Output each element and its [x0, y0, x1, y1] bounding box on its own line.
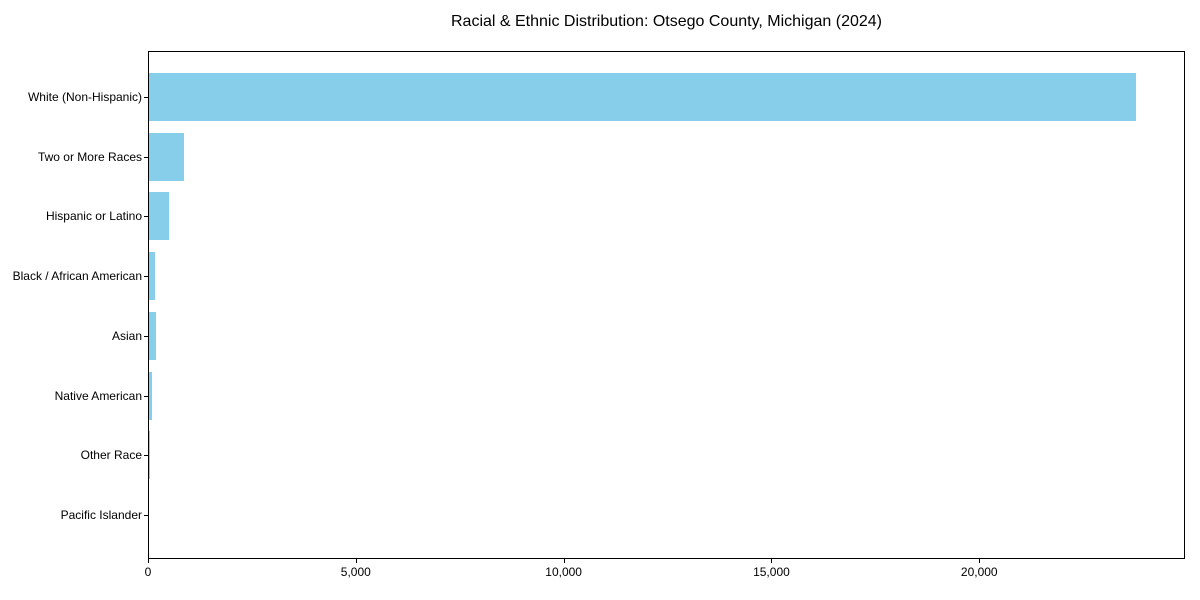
x-tick-label: 15,000 [753, 565, 790, 579]
chart-title: Racial & Ethnic Distribution: Otsego Cou… [450, 13, 882, 30]
plot-area [148, 51, 1185, 559]
bar [149, 252, 156, 301]
y-tick-mark [144, 156, 148, 158]
y-tick-label: Native American [54, 388, 142, 403]
y-tick-label: Two or More Races [37, 149, 142, 164]
y-tick-mark [144, 335, 148, 337]
y-tick-label: Black / African American [12, 269, 142, 284]
bar [149, 192, 169, 241]
y-tick-mark [144, 216, 148, 218]
x-tick-mark [771, 559, 773, 563]
bar [149, 73, 1136, 121]
y-tick-label: Other Race [80, 448, 142, 463]
y-tick-mark [144, 97, 148, 98]
y-tick-mark [144, 514, 148, 516]
x-tick-mark [979, 559, 981, 563]
bar [149, 311, 156, 360]
bar [149, 132, 184, 181]
y-tick-label: Asian [111, 328, 142, 343]
y-tick-mark [144, 455, 148, 457]
bar [149, 371, 152, 420]
y-tick-mark [144, 395, 148, 397]
y-tick-label: Pacific Islander [60, 507, 142, 522]
x-tick-label: 20,000 [960, 565, 998, 579]
y-tick-mark [144, 276, 148, 278]
x-tick-label: 5,000 [340, 565, 371, 579]
x-tick-label: 10,000 [545, 565, 582, 579]
y-tick-label: Hispanic or Latino [45, 209, 142, 224]
x-tick-mark [148, 559, 149, 563]
x-tick-label: 0 [144, 565, 152, 579]
y-tick-label: White (Non-Hispanic) [27, 90, 142, 104]
x-tick-mark [355, 559, 357, 563]
x-tick-mark [563, 559, 565, 563]
